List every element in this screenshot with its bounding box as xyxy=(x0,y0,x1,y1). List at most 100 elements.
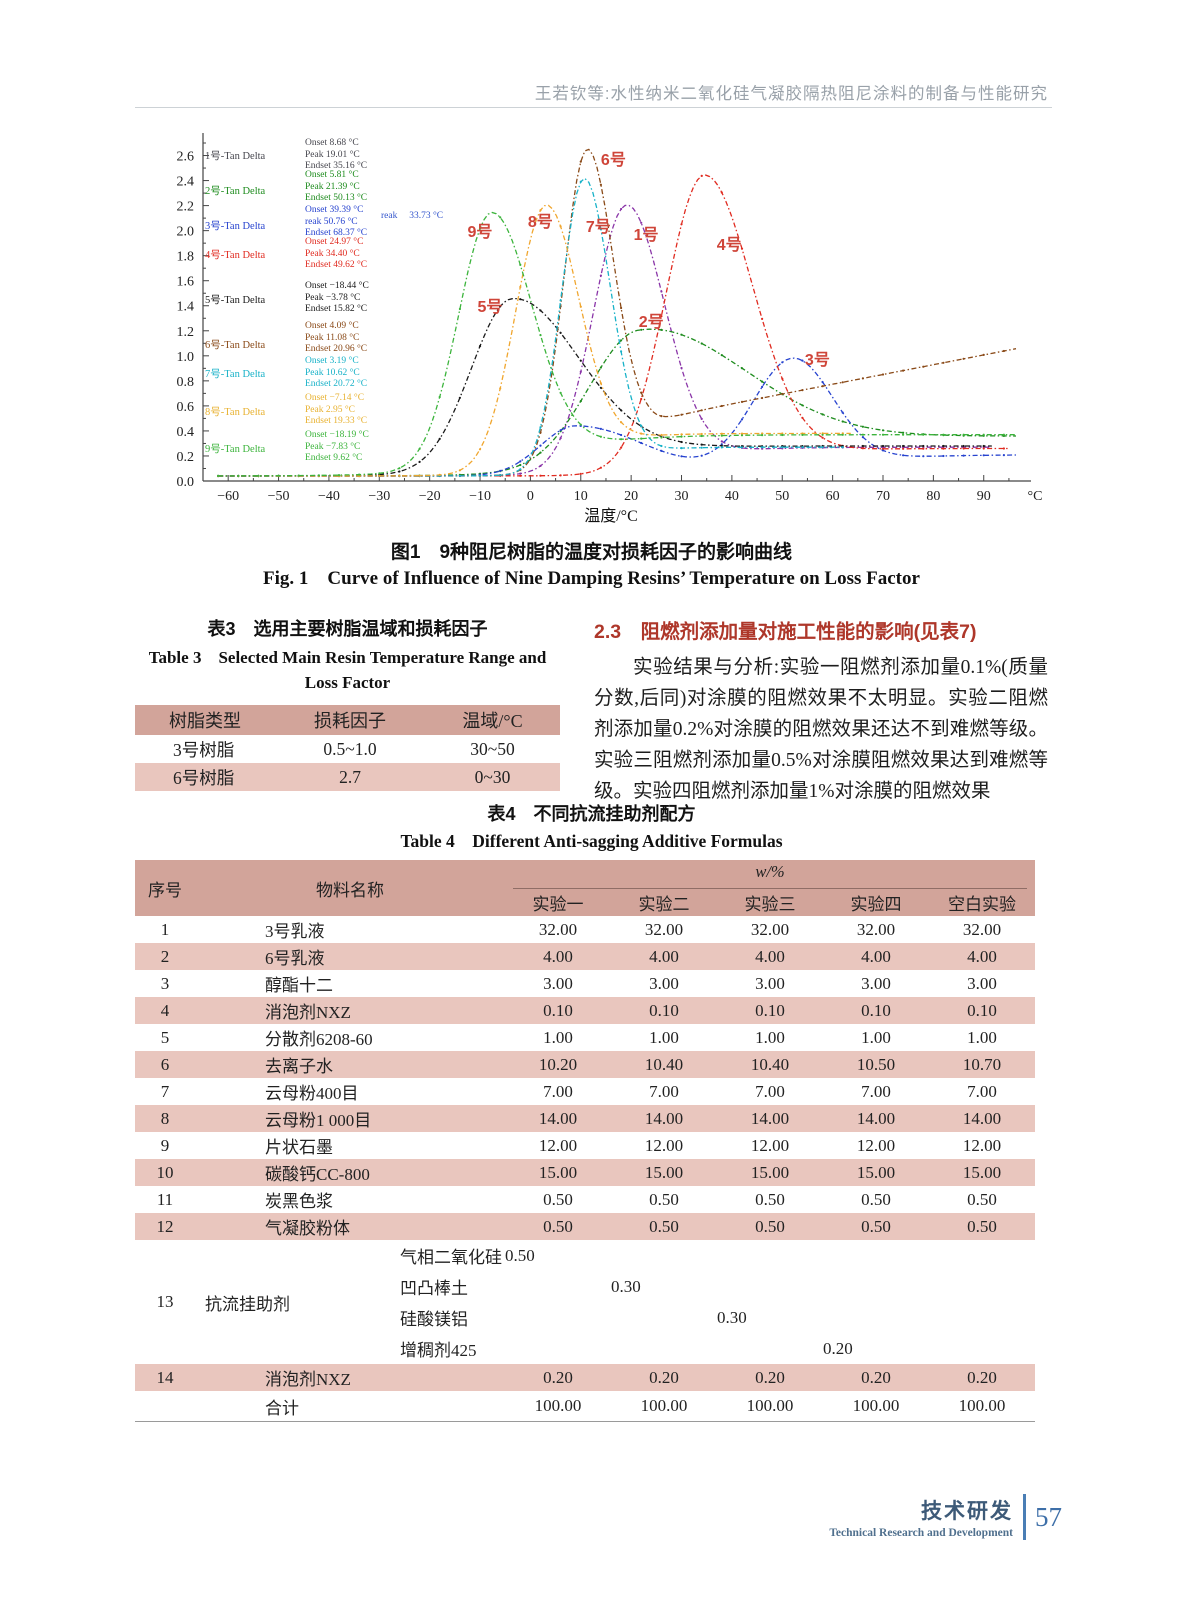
curve-marker xyxy=(881,444,885,448)
curve-marker xyxy=(579,370,582,373)
curve-marker xyxy=(317,474,320,477)
curve-marker xyxy=(599,427,602,430)
table4-row: 5 分散剂6208-60 1.00 1.00 1.00 1.00 1.00 xyxy=(135,1024,1035,1051)
table4-cell-value: 0.10 xyxy=(649,1000,679,1020)
table4-cell-value: 12.00 xyxy=(856,1135,896,1155)
table4-title-en: Table 4 Different Anti-sagging Additive … xyxy=(400,831,783,851)
curve-marker xyxy=(519,468,522,471)
y-tick-label: 1.2 xyxy=(177,325,195,340)
curve-marker xyxy=(559,437,562,440)
legend-name-7号-Tan Delta: 7号-Tan Delta xyxy=(205,369,266,380)
table4-row13-subrow: 气相二氧化硅 0.50 xyxy=(135,1240,1035,1271)
table4-cell-value: 32.00 xyxy=(538,919,578,939)
curve-marker xyxy=(700,454,703,457)
curve-marker xyxy=(922,365,925,368)
table4-cell-material: 云母粉400目 xyxy=(265,1084,359,1103)
table4-cell-value: 14.00 xyxy=(856,1108,896,1128)
y-tick-label: 1.8 xyxy=(177,250,195,265)
curve-marker xyxy=(398,467,401,470)
curve-marker xyxy=(599,366,602,369)
curve-marker xyxy=(881,429,885,432)
curve-4号-Tan Delta xyxy=(218,174,1008,477)
table4-cell-value: 14.00 xyxy=(644,1108,684,1128)
legend-annotation-9号-Tan Delta: Onset −18.19 °C Peak −7.83 °C Endset 9.62 … xyxy=(305,430,369,463)
curve-marker xyxy=(680,366,683,370)
table4-cell-no: 14 xyxy=(156,1367,174,1387)
curve-marker xyxy=(539,209,542,212)
curve-marker xyxy=(640,432,643,435)
curve-marker xyxy=(660,290,663,293)
x-tick-label: 50 xyxy=(775,489,789,504)
curve-6号-Tan Delta xyxy=(218,148,1017,477)
table4-total-value: 100.00 xyxy=(746,1396,794,1415)
table4-cell-no: 2 xyxy=(160,946,170,966)
curve-marker xyxy=(499,469,502,472)
curve-marker xyxy=(962,444,965,448)
curve-marker xyxy=(620,339,623,342)
x-tick-label: 0 xyxy=(527,489,534,504)
curve-marker xyxy=(398,470,401,473)
x-tick-label: −50 xyxy=(268,489,290,504)
curve-marker xyxy=(559,474,562,477)
table3-title-en-line2: Loss Factor xyxy=(304,673,391,692)
table4-cell-material: 消泡剂NXZ xyxy=(265,1003,351,1022)
curve-marker xyxy=(499,474,502,477)
curve-marker xyxy=(519,472,522,475)
curve-marker xyxy=(478,227,482,230)
table4-subitem-value: 0.30 xyxy=(611,1276,641,1296)
curve-marker xyxy=(982,353,985,356)
curve-marker xyxy=(781,433,784,437)
curve-marker xyxy=(640,391,643,394)
curve-marker xyxy=(358,473,361,476)
y-tick-label: 0.4 xyxy=(177,425,195,440)
curve-marker xyxy=(680,413,683,416)
table4-cell-value: 0.10 xyxy=(543,1000,573,1020)
curve-marker xyxy=(720,432,723,435)
table4-cell-material: 6号乳液 xyxy=(265,949,325,968)
x-axis-unit: °C xyxy=(1028,489,1043,504)
table4-cell-value: 1.00 xyxy=(861,1027,891,1047)
curve-marker xyxy=(841,433,844,436)
table4-cell-value: 3.00 xyxy=(967,973,997,993)
legend-annotation-4号-Tan Delta: Onset 24.97 °C Peak 34.40 °C Endset 49.62 … xyxy=(305,237,368,270)
table4-cell-value: 0.50 xyxy=(967,1189,997,1209)
table4-total-value: 100.00 xyxy=(852,1396,900,1415)
curve-label-4号: 4号 xyxy=(716,236,742,254)
legend-name-6号-Tan Delta: 6号-Tan Delta xyxy=(205,340,266,351)
table4-total-value: 100.00 xyxy=(534,1396,582,1415)
x-tick-label: 70 xyxy=(876,489,890,504)
table4-subitem-name: 气相二氧化硅 xyxy=(400,1248,502,1267)
two-column-block: 表3 选用主要树脂温域和损耗因子 Table 3 Selected Main R… xyxy=(135,615,1048,807)
curve-marker xyxy=(660,436,663,439)
table4-cell-value: 14.00 xyxy=(962,1108,1002,1128)
table4-cell-value: 0.50 xyxy=(967,1216,997,1236)
curve-marker xyxy=(559,331,562,334)
table4-row: 11 炭黑色浆 0.50 0.50 0.50 0.50 0.50 xyxy=(135,1186,1035,1213)
table4-cell-value: 1.00 xyxy=(755,1027,785,1047)
table4-cell-value: 12.00 xyxy=(644,1135,684,1155)
table4-cell-value: 4.00 xyxy=(649,946,679,966)
curve-marker xyxy=(640,441,643,445)
curve-marker xyxy=(861,447,865,450)
legend-name-8号-Tan Delta: 8号-Tan Delta xyxy=(205,407,266,418)
table4-cell-value: 10.20 xyxy=(538,1054,578,1074)
table3-row: 6号树脂 2.7 0~30 xyxy=(135,763,560,791)
table4-cell-value: 3.00 xyxy=(649,973,679,993)
table4-cell-no: 9 xyxy=(160,1135,170,1155)
curve-marker xyxy=(922,444,925,448)
table4-cell-value: 4.00 xyxy=(861,946,891,966)
curve-marker xyxy=(620,306,623,310)
curve-marker xyxy=(922,433,925,436)
curve-marker xyxy=(640,437,643,440)
legend-name-3号-Tan Delta: 3号-Tan Delta xyxy=(205,221,266,232)
curve-marker xyxy=(660,449,663,452)
table4-subitem-value: 0.30 xyxy=(717,1307,747,1327)
table3-header-cell: 温域/°C xyxy=(462,711,523,731)
table4-cell-value: 7.00 xyxy=(967,1081,997,1101)
curve-label-8号: 8号 xyxy=(527,214,553,232)
curve-marker xyxy=(902,454,905,457)
table4-cell-value: 32.00 xyxy=(962,919,1002,939)
table4-cell-value: 7.00 xyxy=(543,1081,573,1101)
y-tick-label: 0.0 xyxy=(177,475,195,490)
curve-marker xyxy=(559,391,562,394)
